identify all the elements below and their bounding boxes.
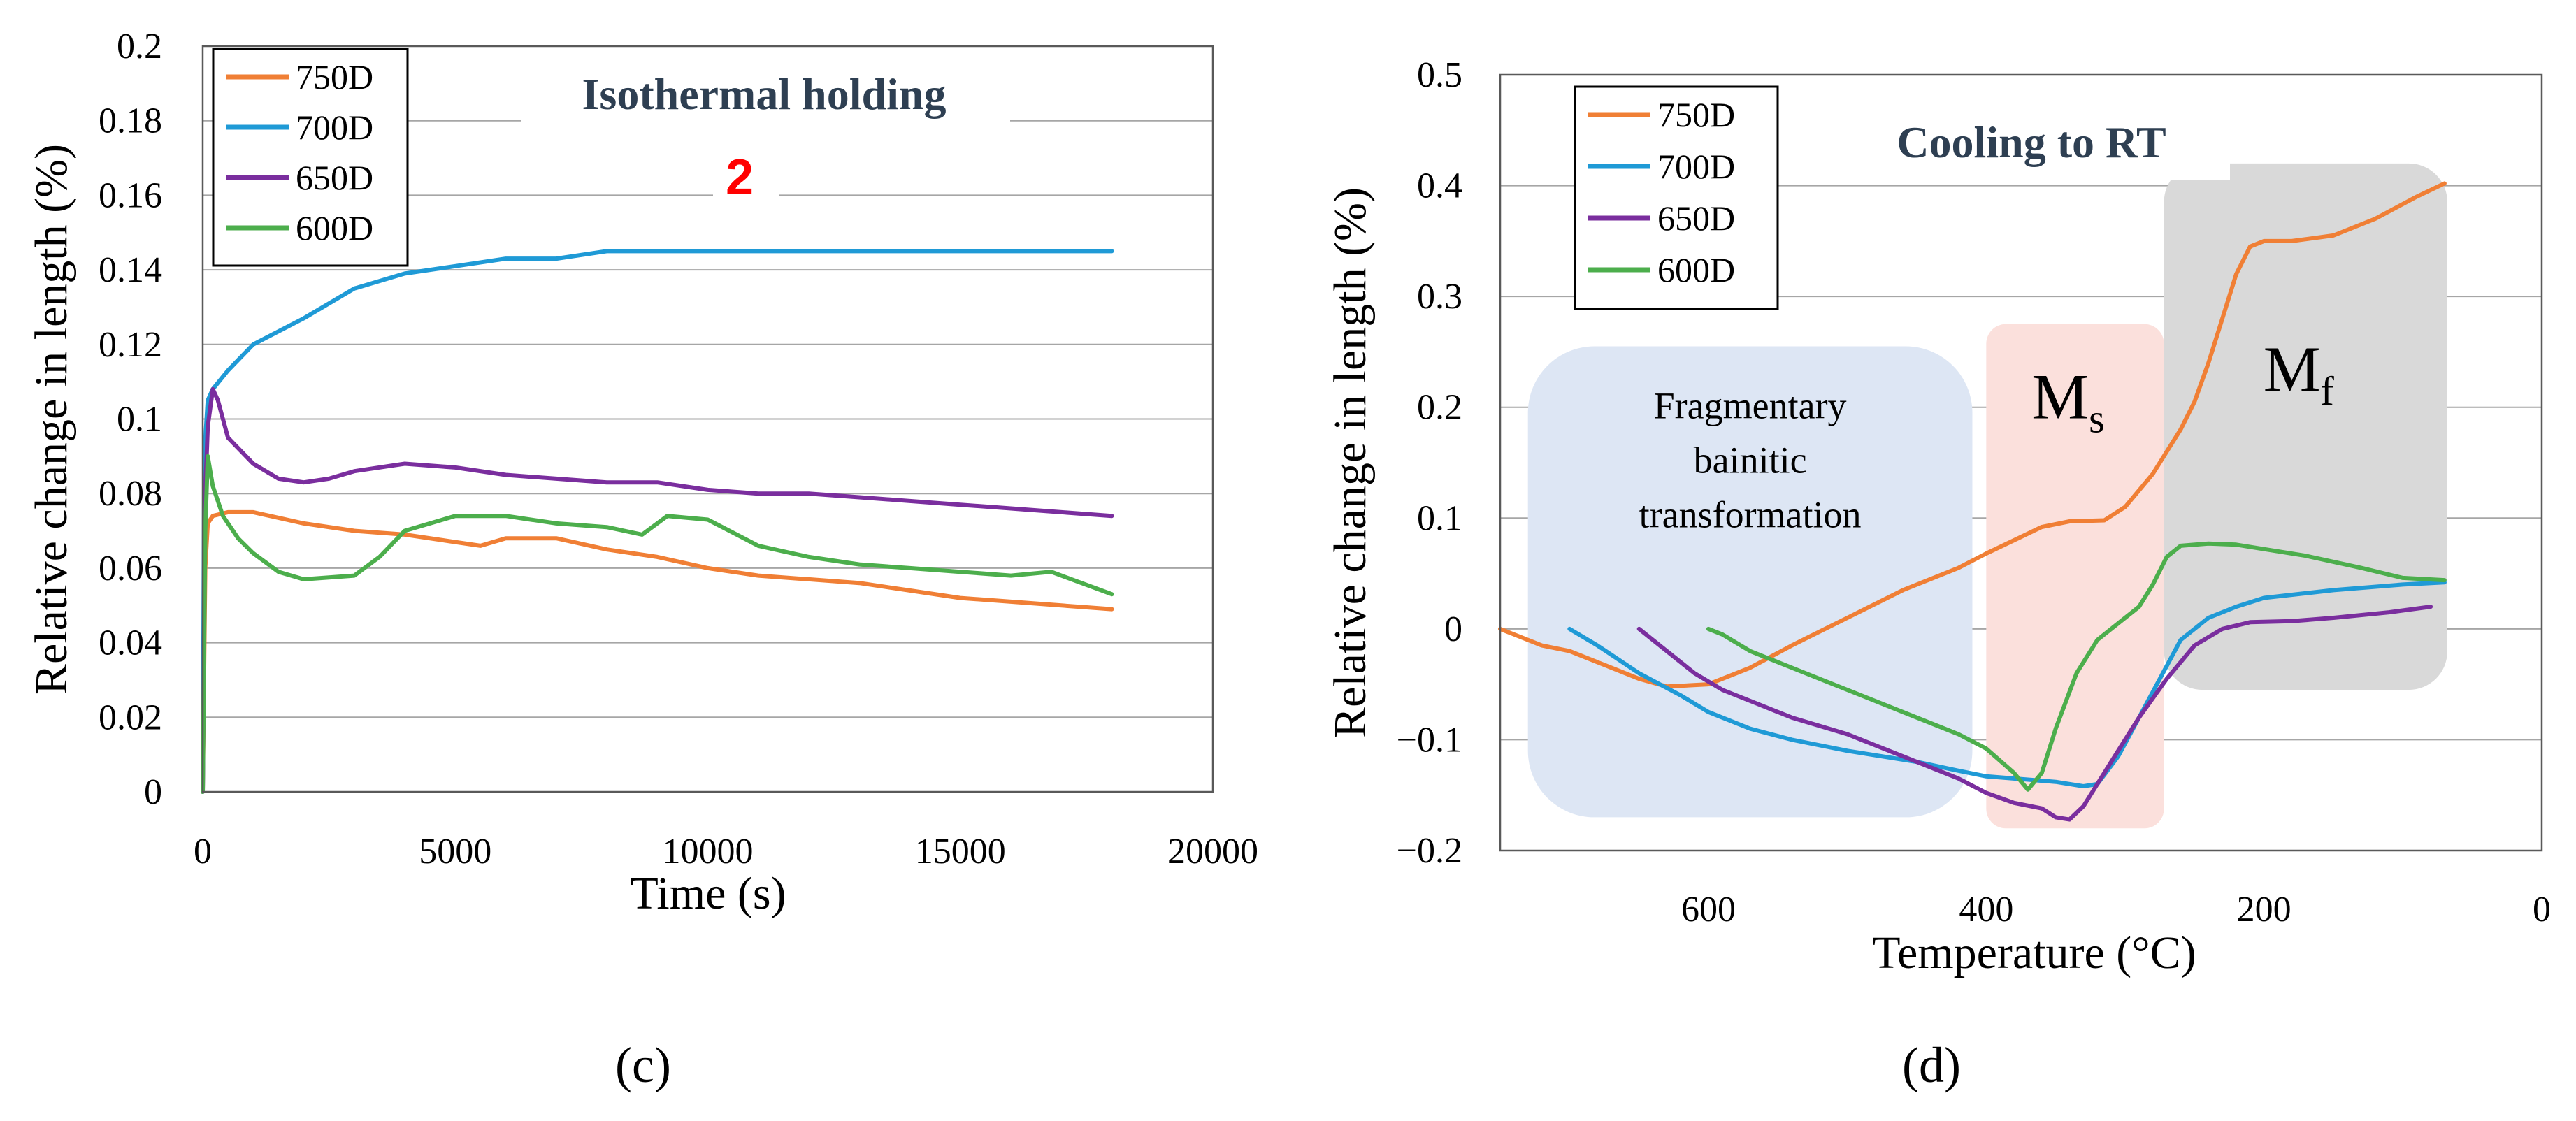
region-label-ms: Ms [2031, 361, 2104, 442]
panel-label: (d) [1902, 1037, 1961, 1093]
marker-background [713, 147, 779, 206]
region-1 [1986, 324, 2164, 829]
x-tick-label: 5000 [419, 832, 491, 872]
y-tick-label: 0.2 [1417, 388, 1462, 428]
region-label-mf: Mf [2264, 333, 2335, 414]
y-tick-labels: 0 0.02 0.04 0.06 0.08 0.1 0.12 0.14 0.16 0.18 0.2 [99, 27, 162, 812]
y-tick-label: 0 [144, 772, 162, 812]
region-label-line: bainitic [1694, 440, 1807, 482]
y-tick-label: 0.3 [1417, 277, 1462, 317]
chart-panel-d: −0.2 −0.1 0 0.1 0.2 0.3 0.4 0.5 600 400 200 0 Frag… [1325, 55, 2551, 1093]
y-tick-label: 0.1 [117, 400, 162, 440]
stage-marker: 2 [726, 150, 754, 205]
x-tick-label: 0 [194, 832, 212, 872]
y-axis-title: Relative change in length (%) [26, 144, 77, 695]
chart-heading: Cooling to RT [1897, 117, 2166, 167]
x-tick-label: 200 [2237, 890, 2291, 930]
chart-panel-c: 00.020.040.060.080.10.120.140.160.180.2 … [26, 27, 1258, 1093]
x-tick-label: 400 [1959, 890, 2013, 930]
panel-label: (c) [615, 1037, 671, 1093]
x-tick-label: 10000 [663, 832, 754, 872]
series-line-600d [201, 454, 1114, 794]
x-tick-labels: 0 5000 10000 15000 20000 [194, 832, 1258, 872]
region-label-line: transformation [1639, 494, 1862, 536]
y-tick-labels: −0.2 −0.1 0 0.1 0.2 0.3 0.4 0.5 [1397, 55, 1462, 871]
x-tick-label: 20000 [1167, 832, 1258, 872]
x-axis-title: Temperature (°C) [1872, 927, 2196, 978]
region-labels: Fragmentary bainitic transformation Ms Mf [1639, 333, 2335, 536]
series-line-600d [1706, 541, 2447, 792]
y-axis-title: Relative change in length (%) [1325, 187, 1376, 738]
chart-heading: Isothermal holding [582, 69, 947, 119]
y-tick-label: −0.2 [1397, 831, 1462, 871]
region-label-line: Fragmentary [1654, 385, 1847, 427]
y-tick-label: 0.02 [99, 697, 162, 737]
y-tick-label: 0.04 [99, 623, 162, 663]
region-2 [2164, 163, 2447, 690]
series-line-650d [201, 386, 1114, 794]
x-tick-label: 15000 [915, 832, 1006, 872]
legend-label-600d: 600D [296, 208, 373, 247]
shaded-regions [1527, 163, 2447, 829]
y-tick-label: 0 [1444, 609, 1462, 649]
legend-label-650d: 650D [1657, 198, 1735, 238]
series-line-650d [1636, 605, 2433, 822]
series-lines [201, 249, 1114, 794]
legend: 750D 700D 650D 600D [212, 48, 409, 267]
plot-frame [201, 45, 1214, 793]
y-tick-label: 0.2 [117, 27, 162, 66]
y-tick-label: 0.16 [99, 175, 162, 215]
x-tick-label: 600 [1681, 890, 1736, 930]
series-lines [1498, 181, 2447, 822]
heading-background [521, 63, 1010, 122]
y-tick-label: 0.18 [99, 101, 162, 141]
series-line-750d [201, 509, 1114, 794]
legend-label-750d: 750D [296, 57, 373, 96]
y-tick-label: 0.1 [1417, 498, 1462, 538]
y-tick-label: 0.4 [1417, 166, 1462, 206]
legend-label-700d: 700D [296, 108, 373, 147]
y-tick-label: 0.12 [99, 325, 162, 365]
region-0 [1527, 346, 1973, 818]
x-axis-title: Time (s) [630, 868, 786, 919]
heading-background [1839, 110, 2230, 180]
x-tick-labels: 600 400 200 0 [1681, 890, 2551, 930]
series-line-700d [1567, 580, 2447, 788]
legend: 750D 700D 650D 600D [1574, 85, 1779, 310]
y-tick-label: 0.06 [99, 549, 162, 588]
legend-label-700d: 700D [1657, 147, 1735, 186]
y-tick-label: 0.5 [1417, 55, 1462, 95]
y-tick-label: 0.14 [99, 250, 162, 290]
y-tick-label: 0.08 [99, 474, 162, 514]
x-tick-label: 0 [2533, 890, 2551, 930]
legend-label-750d: 750D [1657, 95, 1735, 134]
y-tick-label: −0.1 [1397, 720, 1462, 760]
legend-label-600d: 600D [1657, 250, 1735, 289]
plot-frame [1499, 73, 2543, 852]
legend-label-650d: 650D [296, 158, 373, 197]
